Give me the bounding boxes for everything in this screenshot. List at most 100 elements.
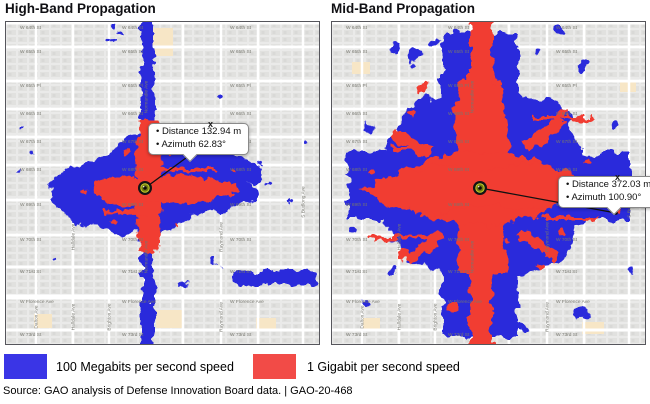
street-label: W 68th St <box>20 167 42 173</box>
street-label: W 71st St <box>20 269 41 275</box>
street-label: W 65th St <box>448 49 470 55</box>
street-label: Dalton Ave <box>34 305 40 328</box>
street-label: W 69th St <box>346 202 368 208</box>
street-label: W 64th St <box>230 25 252 31</box>
street-label: W 68th St <box>556 167 578 173</box>
street-label: W 64th St <box>556 25 578 31</box>
street-label: W 65th St <box>20 49 42 55</box>
street-label: W 65th Pl <box>556 83 577 89</box>
street-label: W 69th St <box>122 202 144 208</box>
callout-azimuth: • Azimuth 100.90° <box>566 191 642 203</box>
street-label: Halldale Ave <box>71 223 77 250</box>
legend-label-100mbps: 100 Megabits per second speed <box>56 360 234 374</box>
street-label: W 65th Pl <box>122 83 143 89</box>
street-label: W 65th Pl <box>346 83 367 89</box>
street-label: W 65th St <box>122 49 144 55</box>
street-label: W 70th St <box>448 237 470 243</box>
source-line: Source: GAO analysis of Defense Innovati… <box>3 385 353 397</box>
street-label: W 70th St <box>346 237 368 243</box>
street-label: Brighton Ave <box>107 303 113 330</box>
street-label: W 69th St <box>20 202 42 208</box>
measure-point-x-icon: x <box>615 172 621 182</box>
street-label: W 67th St <box>122 139 144 145</box>
street-label: Halldale Ave <box>397 223 403 250</box>
street-label: S Budlong Ave <box>301 186 307 218</box>
street-label: Raymond Ave <box>545 222 551 252</box>
street-label: W 67th St <box>346 139 368 145</box>
street-label: W 68th St <box>346 167 368 173</box>
street-label: W 70th St <box>556 237 578 243</box>
street-label: W Florence Ave <box>20 299 54 305</box>
street-label: Normandie Ave <box>144 240 150 273</box>
street-label: W 65th St <box>230 49 252 55</box>
measurement-callout: • Distance 132.94 m • Azimuth 62.83° <box>148 123 250 163</box>
street-label: W 73rd St <box>346 332 368 338</box>
street-label: W Florence Ave <box>346 299 380 305</box>
street-label: W 66th St <box>556 111 578 117</box>
legend-label-1gbps: 1 Gigabit per second speed <box>307 360 460 374</box>
street-label: W 73rd St <box>230 332 252 338</box>
street-label: Raymond Ave <box>545 302 551 332</box>
coverage-1gbps-layer <box>81 120 240 252</box>
callout-azimuth: • Azimuth 62.83° <box>156 138 226 150</box>
street-label: W 64th St <box>448 25 470 31</box>
street-label: Normandie Ave <box>144 80 150 113</box>
callout-distance: • Distance 372.03 m <box>566 179 650 190</box>
street-labels: W 64th St W 64th St W 64th St W 65th St W 65… <box>20 25 307 338</box>
street-label: W Florence Ave <box>448 299 482 305</box>
map-high-band: W 64th St W 64th St W 64th St W 65th St W 65… <box>6 22 319 344</box>
street-label: W 69th St <box>230 202 252 208</box>
street-label: W 66th St <box>448 111 470 117</box>
transmitter-marker-icon <box>473 181 487 195</box>
street-label: W 71st St <box>230 269 251 275</box>
map-panel-high-band: W 64th St W 64th St W 64th St W 65th St W 65… <box>5 21 320 345</box>
street-label: Halldale Ave <box>397 303 403 330</box>
street-label: W 66th St <box>230 111 252 117</box>
panel-title-high-band: High-Band Propagation <box>5 1 156 16</box>
street-label: W 68th St <box>122 167 144 173</box>
street-label: W 65th Pl <box>230 83 251 89</box>
street-label: W 73rd St <box>122 332 144 338</box>
street-label: Normandie Ave <box>470 240 476 273</box>
street-label: W Florence Ave <box>556 299 590 305</box>
street-label: W 68th St <box>448 167 470 173</box>
street-label: W 71st St <box>122 269 143 275</box>
street-label: W 71st St <box>556 269 577 275</box>
street-label: W 71st St <box>448 269 469 275</box>
street-label: W 70th St <box>122 237 144 243</box>
callout-distance: • Distance 132.94 m <box>156 126 242 137</box>
street-label: W 73rd St <box>20 332 42 338</box>
panel-title-mid-band: Mid-Band Propagation <box>331 1 475 16</box>
map-landuse-patches <box>34 28 276 330</box>
street-label: W 64th St <box>20 25 42 31</box>
street-label: W 69th St <box>448 202 470 208</box>
street-label: Raymond Ave <box>219 222 225 252</box>
transmitter-marker-icon <box>138 181 152 195</box>
street-label: Brighton Ave <box>433 303 439 330</box>
street-label: W 66th St <box>122 111 144 117</box>
street-label: W 64th St <box>122 25 144 31</box>
street-label: W 66th St <box>346 111 368 117</box>
legend-swatch-100mbps <box>4 354 47 379</box>
street-label: W 68th St <box>230 167 252 173</box>
street-label: W 67th St <box>448 139 470 145</box>
street-labels: W 64th St W 64th St W 64th St W 65th St W 65… <box>346 25 633 338</box>
street-label: W 65th Pl <box>20 83 41 89</box>
street-label: W Florence Ave <box>230 299 264 305</box>
street-label: W 73rd St <box>448 332 470 338</box>
map-mid-band: W 64th St W 64th St W 64th St W 65th St W 65… <box>332 22 645 344</box>
map-panel-mid-band: W 64th St W 64th St W 64th St W 65th St W 65… <box>331 21 650 345</box>
street-label: W 71st St <box>346 269 367 275</box>
street-label: W 73rd St <box>556 332 578 338</box>
street-label: Normandie Ave <box>470 80 476 113</box>
street-label: W 70th St <box>230 237 252 243</box>
street-label: W 67th St <box>556 139 578 145</box>
street-label: Raymond Ave <box>219 302 225 332</box>
legend-swatch-1gbps <box>253 354 296 379</box>
street-label: W 70th St <box>20 237 42 243</box>
street-label: Dalton Ave <box>360 305 366 328</box>
street-label: W 64th St <box>346 25 368 31</box>
measurement-callout: • Distance 372.03 m • Azimuth 100.90° <box>558 176 650 216</box>
street-label: Halldale Ave <box>71 303 77 330</box>
